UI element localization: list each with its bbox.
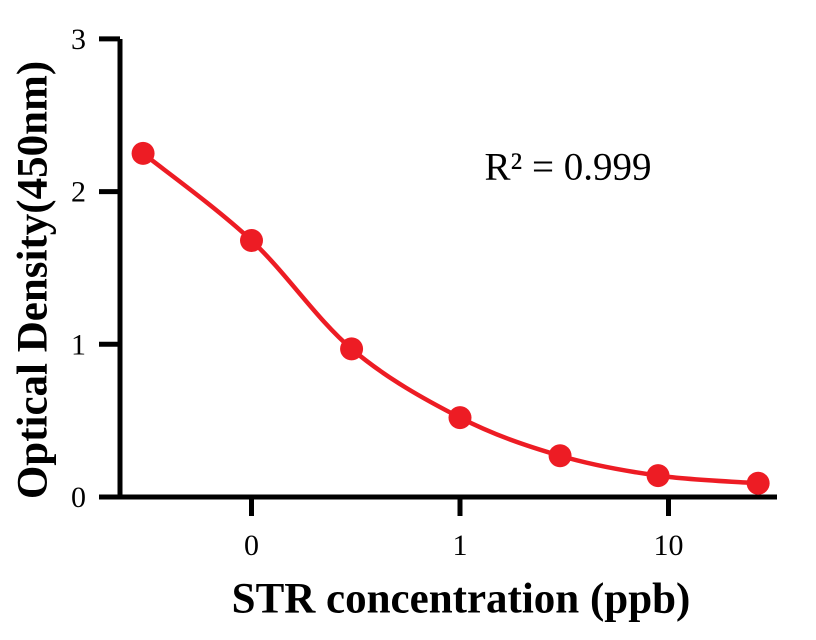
y-tick-label: 2 [71, 176, 86, 209]
x-tick-label: 0 [244, 529, 259, 562]
x-tick-label: 1 [453, 529, 468, 562]
data-point-marker [646, 464, 670, 488]
data-point-marker [746, 471, 770, 495]
data-point-marker [340, 337, 364, 361]
r-squared-annotation: R² = 0.999 [484, 145, 652, 189]
data-point-marker [448, 406, 472, 430]
standard-curve-line [140, 151, 761, 486]
y-tick-label: 0 [71, 481, 86, 514]
data-point-marker [548, 444, 572, 468]
x-axis-title: STR concentration (ppb) [231, 575, 691, 623]
x-tick-label: 10 [654, 529, 684, 562]
data-point-marker [240, 228, 263, 252]
y-tick-label: 1 [71, 328, 86, 361]
y-tick-label: 3 [71, 23, 86, 56]
data-point-marker [131, 141, 155, 165]
y-axis-title: Optical Density(450nm) [9, 60, 57, 500]
